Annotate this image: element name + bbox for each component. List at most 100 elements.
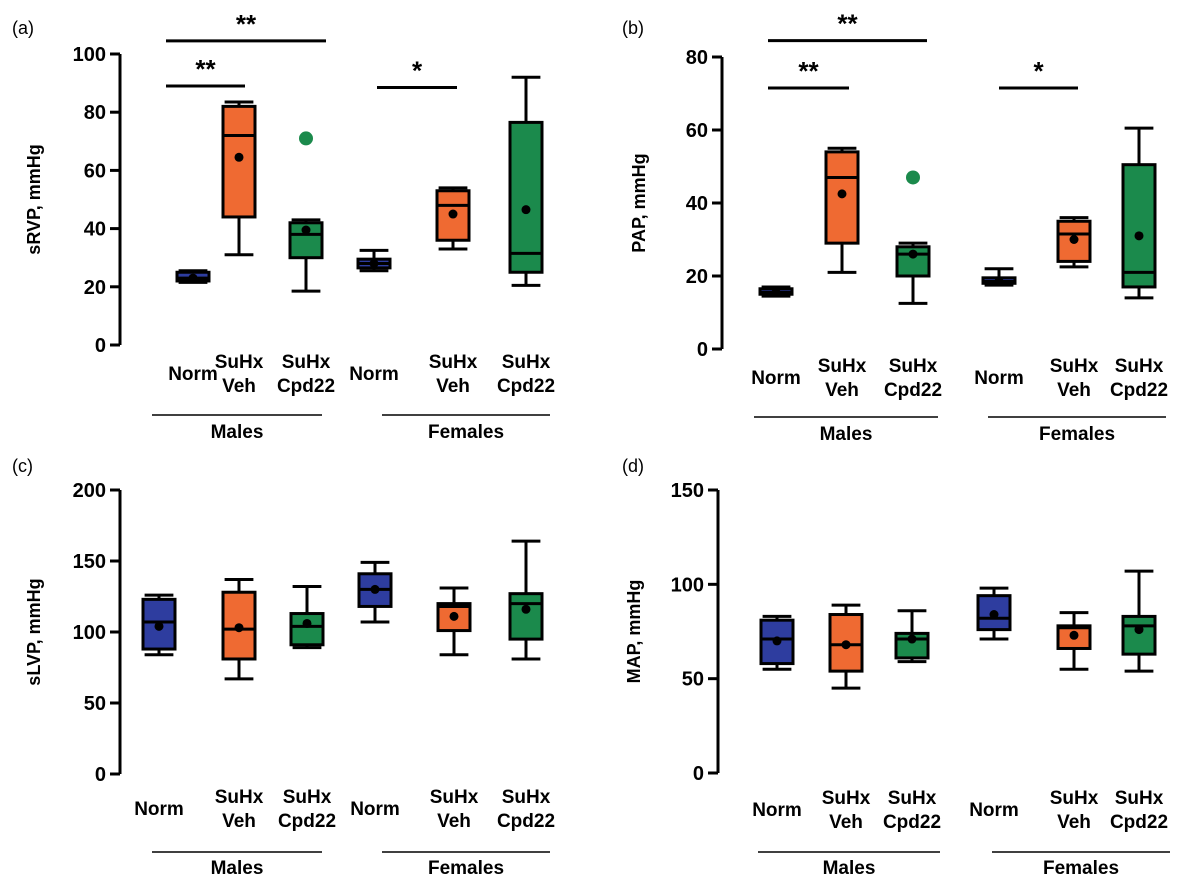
mean-marker: [521, 604, 531, 614]
y-tick-label: 80: [686, 47, 708, 69]
y-tick-label: 20: [686, 266, 708, 288]
category-label-line: Cpd22: [884, 380, 942, 401]
box-4: [436, 586, 472, 657]
category-label-line: Cpd22: [497, 376, 555, 397]
category-label-line: Veh: [222, 376, 256, 397]
box-iqr: [508, 592, 544, 641]
mean-marker: [772, 636, 782, 646]
y-axis-title: sRVP, mmHg: [24, 144, 44, 254]
mean-marker: [154, 621, 164, 631]
box-4: [1056, 611, 1092, 671]
y-tick-label: 0: [697, 339, 708, 361]
box-4: [435, 186, 471, 251]
box-iqr: [1121, 614, 1157, 656]
category-label-line: SuHx: [215, 352, 264, 373]
box-3: [357, 560, 393, 624]
mean-marker: [989, 610, 999, 620]
box-5: [1121, 126, 1157, 300]
category-label: SuHx Cpd22: [884, 356, 942, 401]
category-label: SuHx Cpd22: [1110, 356, 1168, 401]
category-label-line: SuHx: [822, 788, 871, 809]
box-3: [976, 586, 1012, 641]
mean-marker: [370, 584, 380, 594]
box-5: [508, 75, 544, 287]
mean-marker: [1134, 231, 1144, 241]
category-label-line: Veh: [1057, 812, 1091, 833]
y-tick-label: 50: [682, 669, 704, 691]
mean-marker: [234, 623, 244, 633]
category-label-line: SuHx: [1115, 356, 1164, 377]
box-iqr: [759, 618, 795, 666]
category-label-line: SuHx: [888, 788, 937, 809]
category-label: Norm: [974, 368, 1024, 389]
group-label: Males: [211, 422, 264, 443]
category-label: SuHx Cpd22: [278, 787, 336, 832]
category-label-line: Veh: [437, 811, 471, 832]
box-5: [508, 539, 544, 661]
panel-1: (b) 0 20 40 60 80 PAP, mmHg Norm SuHx Veh SuHx Cpd2…: [622, 9, 1168, 445]
category-label: SuHx Cpd22: [497, 787, 555, 832]
category-label: SuHx Cpd22: [1110, 788, 1168, 833]
group-label: Females: [1039, 424, 1115, 445]
category-label-line: Veh: [222, 811, 256, 832]
group-label: Females: [428, 422, 504, 443]
y-tick-label: 50: [84, 693, 106, 715]
group-label: Females: [1043, 858, 1119, 878]
box-0: [175, 269, 211, 284]
category-label: Norm: [349, 364, 399, 385]
category-label: Norm: [168, 364, 218, 385]
category-label-line: SuHx: [283, 787, 332, 808]
panel-3: (d) 0 50 100 150 MAP, mmHg Norm SuHx Veh SuHx Cpd2…: [622, 456, 1170, 879]
mean-marker: [837, 189, 847, 199]
category-label: SuHx Cpd22: [497, 352, 555, 397]
significance-label: **: [236, 9, 257, 39]
box-iqr: [289, 612, 325, 647]
group-label: Females: [428, 858, 504, 878]
outlier-point: [906, 170, 920, 185]
category-label-line: SuHx: [1050, 356, 1099, 377]
box-0: [141, 593, 177, 657]
category-label-line: Cpd22: [278, 811, 336, 832]
group-label: Males: [823, 858, 876, 878]
box-iqr: [1056, 219, 1092, 263]
box-iqr: [895, 245, 931, 278]
box-1: [221, 577, 257, 681]
y-tick-label: 0: [95, 335, 106, 357]
y-tick-label: 150: [73, 551, 106, 573]
box-2: [894, 609, 930, 664]
box-0: [759, 614, 795, 671]
mean-marker: [369, 259, 379, 269]
y-tick-label: 100: [73, 44, 106, 66]
mean-marker: [301, 225, 311, 235]
category-label: SuHx Cpd22: [277, 352, 335, 397]
mean-marker: [1069, 235, 1079, 244]
category-label-line: SuHx: [1050, 788, 1099, 809]
outlier-point: [299, 131, 313, 146]
box-1: [221, 100, 257, 257]
mean-marker: [994, 276, 1004, 286]
y-tick-label: 60: [686, 120, 708, 142]
y-axis-title: PAP, mmHg: [629, 153, 649, 252]
box-2: [288, 131, 324, 293]
category-label-line: Cpd22: [883, 812, 941, 833]
category-label: Norm: [752, 800, 802, 821]
significance-label: *: [1033, 56, 1044, 86]
y-tick-label: 200: [73, 480, 106, 502]
y-tick-label: 0: [95, 764, 106, 786]
panel-label: (b): [622, 18, 644, 38]
category-label-line: SuHx: [1115, 788, 1164, 809]
mean-marker: [188, 273, 198, 283]
category-label-line: Cpd22: [1110, 812, 1168, 833]
significance-label: *: [412, 55, 423, 85]
category-label-line: SuHx: [889, 356, 938, 377]
mean-marker: [841, 640, 851, 650]
y-tick-label: 80: [84, 102, 106, 124]
category-label: SuHx Cpd22: [883, 788, 941, 833]
mean-marker: [521, 205, 531, 215]
panel-label: (a): [12, 18, 34, 38]
box-iqr: [141, 597, 177, 651]
y-tick-label: 100: [73, 622, 106, 644]
significance-label: **: [837, 9, 858, 39]
